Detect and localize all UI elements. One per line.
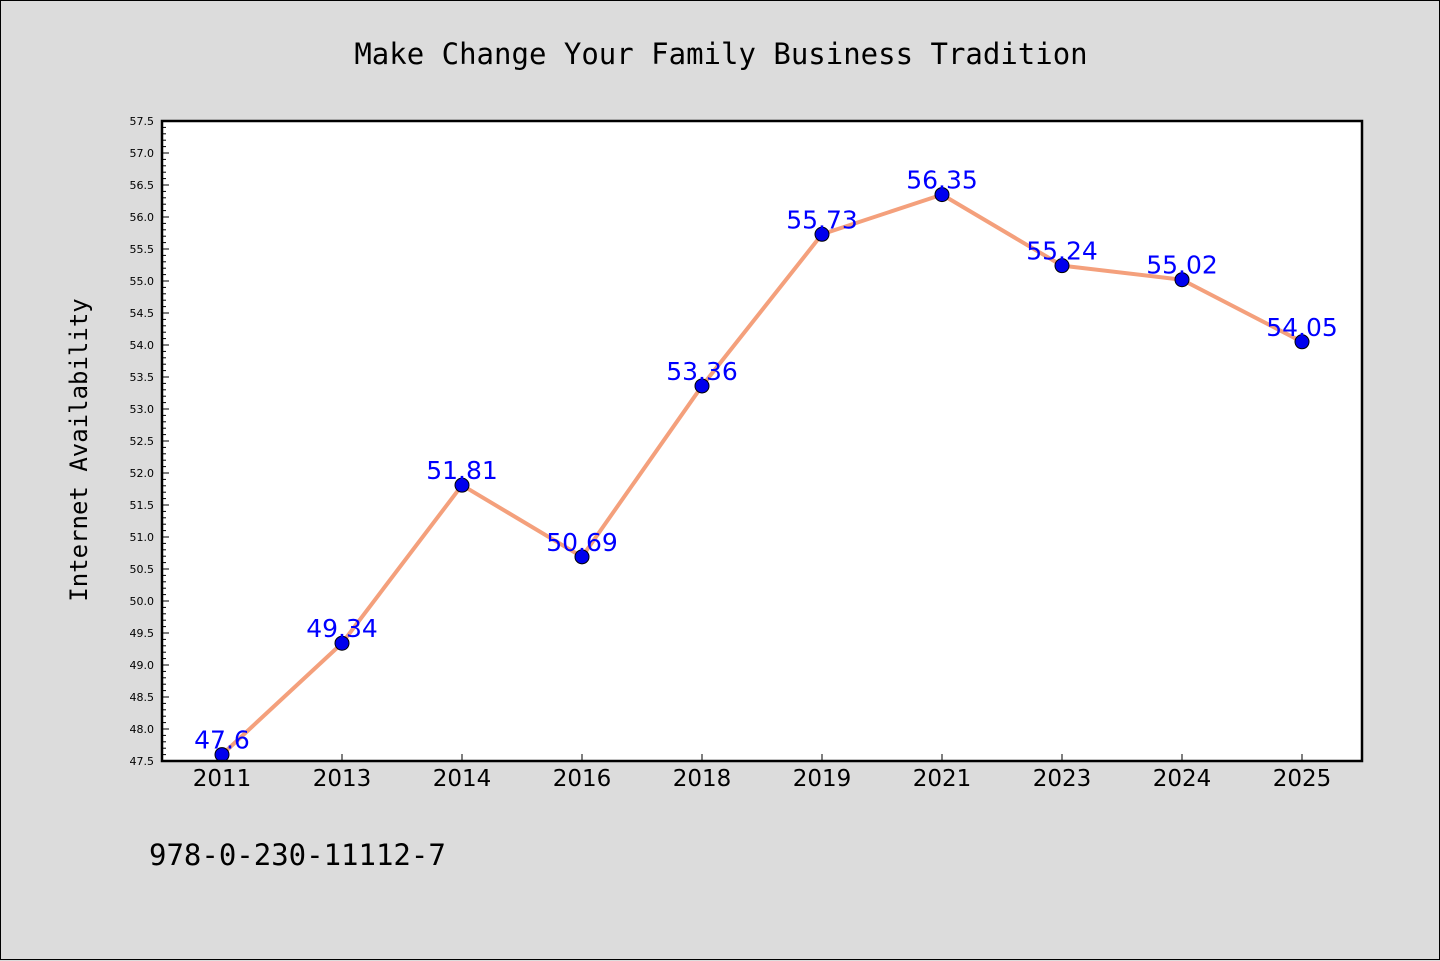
y-tick-label: 51.5 — [130, 499, 155, 512]
y-tick-label: 47.5 — [130, 755, 155, 768]
plot-border — [160, 119, 1364, 763]
x-tick-label: 2019 — [793, 766, 852, 792]
y-tick-label: 48.0 — [130, 723, 155, 736]
y-tick-label: 49.5 — [130, 627, 155, 640]
y-tick-label: 48.5 — [130, 691, 155, 704]
y-tick-label: 52.0 — [130, 467, 155, 480]
data-point — [694, 378, 710, 394]
plot-area — [162, 121, 1362, 761]
y-tick-label: 49.0 — [130, 659, 155, 672]
data-label: 47.6 — [194, 726, 250, 755]
x-tick-label: 2024 — [1153, 766, 1212, 792]
y-tick-label: 54.5 — [130, 307, 155, 320]
chart-title: Make Change Your Family Business Traditi… — [354, 37, 1087, 71]
y-tick-label: 50.0 — [130, 595, 155, 608]
y-tick-label: 56.5 — [130, 179, 155, 192]
data-label: 55.02 — [1146, 251, 1218, 280]
data-label: 51.81 — [426, 456, 498, 485]
y-axis: 47.5 48.0 48.5 49.0 49.5 50.0 50.5 51.0 51.5 52.0… — [130, 115, 169, 768]
y-tick-label: 57.5 — [130, 115, 155, 128]
isbn-text: 978-0-230-11112-7 — [149, 838, 446, 872]
data-point — [454, 477, 470, 493]
data-point — [574, 549, 590, 565]
data-label: 50.69 — [546, 528, 618, 557]
y-tick-label: 57.0 — [130, 147, 155, 160]
data-point — [934, 187, 950, 203]
x-tick-label: 2023 — [1033, 766, 1092, 792]
series-line — [220, 192, 1303, 757]
y-tick-label: 53.0 — [130, 403, 155, 416]
y-tick-label: 55.5 — [130, 243, 155, 256]
x-tick-label: 2021 — [913, 766, 972, 792]
series-layer: 47.6 49.34 51.81 50.69 53.36 55.73 56.35 55.24 5… — [194, 166, 1338, 763]
data-label: 55.73 — [786, 205, 858, 234]
x-tick-label: 2014 — [433, 766, 492, 792]
data-label: 49.34 — [306, 614, 378, 643]
data-label: 53.36 — [666, 357, 738, 386]
data-point — [814, 226, 830, 242]
x-tick-label: 2011 — [193, 766, 252, 792]
y-tick-label: 55.0 — [130, 275, 155, 288]
y-tick-label: 50.5 — [130, 563, 155, 576]
x-tick-label: 2025 — [1273, 766, 1332, 792]
x-tick-label: 2013 — [313, 766, 372, 792]
y-tick-label: 54.0 — [130, 339, 155, 352]
data-point — [1174, 272, 1190, 288]
x-tick-label: 2018 — [673, 766, 732, 792]
y-axis-label: Internet Availability — [65, 298, 93, 601]
data-point — [1294, 334, 1310, 350]
data-point — [334, 635, 350, 651]
x-tick-label: 2016 — [553, 766, 612, 792]
x-axis: 2011 2013 2014 2016 2018 2019 2021 2023 2024 2025 — [193, 754, 1332, 792]
data-label: 54.05 — [1266, 313, 1338, 342]
data-label: 56.35 — [906, 166, 978, 195]
y-tick-label: 56.0 — [130, 211, 155, 224]
y-tick-label: 53.5 — [130, 371, 155, 384]
y-tick-label: 51.0 — [130, 531, 155, 544]
y-tick-label: 52.5 — [130, 435, 155, 448]
data-point — [1054, 258, 1070, 274]
data-label: 55.24 — [1026, 237, 1098, 266]
